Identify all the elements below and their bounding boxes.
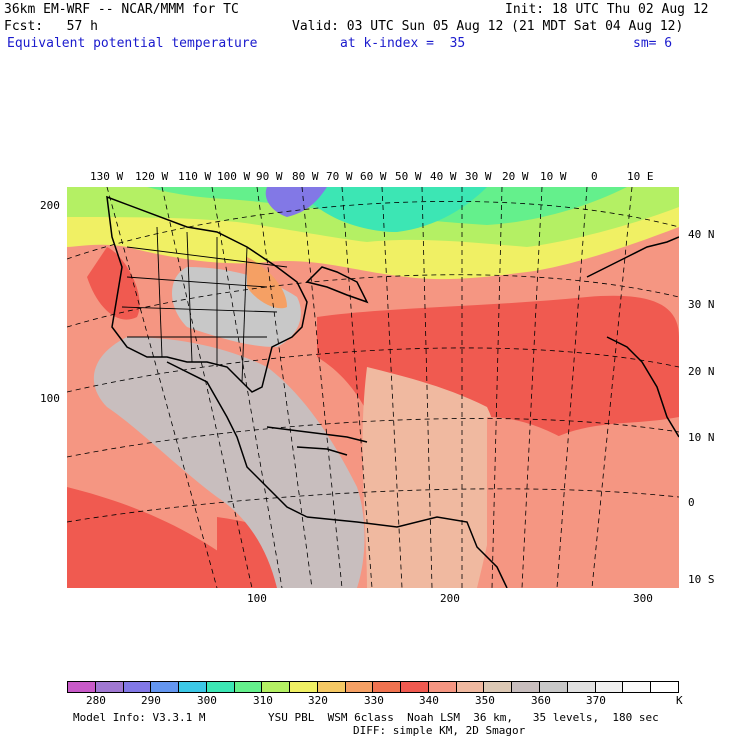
colorbar-swatch — [290, 682, 318, 692]
colorbar-label: 320 — [308, 694, 328, 707]
colorbar-unit: K — [676, 694, 683, 707]
colorbar-label: 350 — [475, 694, 495, 707]
red-region — [87, 247, 140, 320]
colorbar-label: 300 — [197, 694, 217, 707]
lon-label: 10 W — [540, 170, 567, 183]
colorbar-label: 280 — [86, 694, 106, 707]
forecast-hour: Fcst: 57 h — [4, 19, 98, 34]
lon-label: 60 W — [360, 170, 387, 183]
lon-label: 120 W — [135, 170, 169, 183]
colorbar-swatch — [123, 682, 152, 692]
valid-time: Valid: 03 UTC Sun 05 Aug 12 (21 MDT Sat … — [292, 19, 684, 34]
grid-tick-y: 100 — [40, 392, 60, 405]
colorbar-swatch — [651, 682, 678, 692]
colorbar-swatch — [345, 682, 374, 692]
lat-label: 0 — [688, 496, 695, 509]
state-borders — [121, 226, 288, 383]
lat-label: 10 N — [688, 431, 715, 444]
colorbar-swatch — [373, 682, 402, 692]
colorbar-swatch — [317, 682, 346, 692]
colorbar-label: 370 — [586, 694, 606, 707]
lon-label: 0 — [591, 170, 598, 183]
grid-tick-x: 200 — [440, 592, 460, 605]
lon-label: 110 W — [178, 170, 212, 183]
level-label: at k-index = 35 — [340, 36, 466, 51]
gray-region — [93, 337, 365, 588]
colorbar-swatch — [262, 682, 291, 692]
lon-label: 70 W — [326, 170, 353, 183]
pink-region — [487, 417, 679, 588]
colorbar-swatch — [206, 682, 235, 692]
lon-label: 40 W — [430, 170, 457, 183]
orange-region — [247, 257, 287, 309]
colorbar-swatch — [95, 682, 124, 692]
model-title: 36km EM-WRF -- NCAR/MMM for TC — [4, 2, 239, 17]
colorbar-label: 310 — [253, 694, 273, 707]
tan-region — [362, 367, 498, 588]
colorbar-swatch — [567, 682, 596, 692]
lon-label: 130 W — [90, 170, 124, 183]
colorbar-swatch — [428, 682, 457, 692]
coastlines — [106, 195, 679, 588]
colorbar-swatch — [595, 682, 624, 692]
lat-label: 30 N — [688, 298, 715, 311]
grid-tick-y: 200 — [40, 199, 60, 212]
physics-info: YSU PBL WSM 6class Noah LSM 36 km, 35 le… — [268, 711, 659, 724]
grid-tick-x: 300 — [633, 592, 653, 605]
lon-label: 90 W — [256, 170, 283, 183]
colorbar — [67, 681, 679, 693]
smoothing-label: sm= 6 — [633, 36, 673, 51]
colorbar-label: 290 — [141, 694, 161, 707]
colorbar-swatch — [484, 682, 513, 692]
lat-label: 20 N — [688, 365, 715, 378]
colorbar-swatch — [68, 682, 96, 692]
lon-label: 10 E — [627, 170, 654, 183]
colorbar-swatch — [623, 682, 652, 692]
lon-label: 30 W — [465, 170, 492, 183]
lat-label: 40 N — [688, 228, 715, 241]
colorbar-swatch — [179, 682, 207, 692]
colorbar-swatch — [151, 682, 180, 692]
colorbar-swatch — [512, 682, 541, 692]
colorbar-label: 340 — [419, 694, 439, 707]
lon-label: 20 W — [502, 170, 529, 183]
colorbar-swatch — [540, 682, 568, 692]
colorbar-swatch — [456, 682, 485, 692]
colorbar-label: 330 — [364, 694, 384, 707]
teal-region — [287, 187, 487, 232]
colorbar-swatch — [234, 682, 263, 692]
diffusion-info: DIFF: simple KM, 2D Smagor — [353, 724, 526, 737]
colorbar-label: 360 — [531, 694, 551, 707]
lon-label: 100 W — [217, 170, 251, 183]
lon-label: 80 W — [292, 170, 319, 183]
purple-region — [265, 187, 327, 217]
grid-tick-x: 100 — [247, 592, 267, 605]
init-time: Init: 18 UTC Thu 02 Aug 12 — [505, 2, 709, 17]
field-name: Equivalent potential temperature — [7, 36, 258, 51]
colorbar-swatch — [401, 682, 429, 692]
lon-label: 50 W — [395, 170, 422, 183]
model-info: Model Info: V3.3.1 M — [73, 711, 206, 724]
theta-e-map — [67, 187, 679, 588]
lat-label: 10 S — [688, 573, 715, 586]
